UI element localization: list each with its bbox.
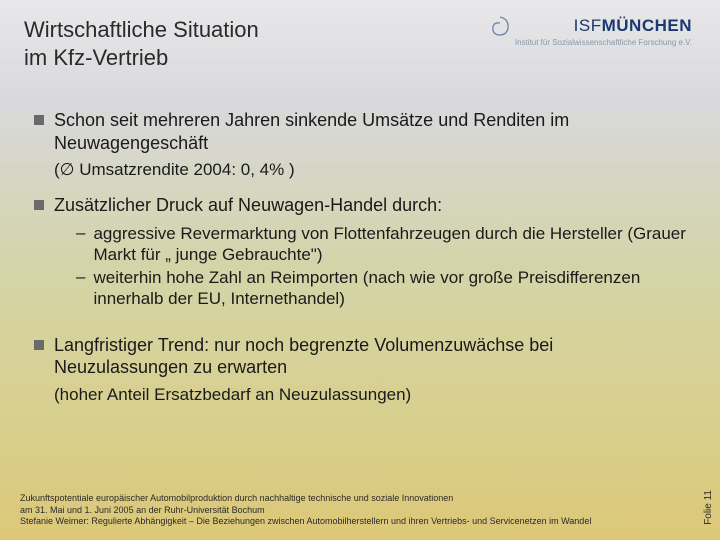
bullet-text: Langfristiger Trend: nur noch begrenzte …	[54, 334, 690, 379]
page-number: Folie 11	[703, 490, 714, 525]
bullet-text: Schon seit mehreren Jahren sinkende Umsä…	[54, 109, 690, 154]
bullet-item: Schon seit mehreren Jahren sinkende Umsä…	[34, 109, 690, 154]
footer-line: am 31. Mai und 1. Juni 2005 an der Ruhr-…	[20, 505, 680, 517]
logo-suffix: MÜNCHEN	[602, 16, 692, 35]
bullet-item: Langfristiger Trend: nur noch begrenzte …	[34, 334, 690, 379]
dash-icon: –	[76, 267, 85, 287]
logo-text: ISFMÜNCHEN	[515, 16, 692, 36]
sub-item: – weiterhin hohe Zahl an Reimporten (nac…	[76, 267, 690, 310]
title-line-2: im Kfz-Vertrieb	[24, 44, 696, 72]
sub-list: – aggressive Revermarktung von Flottenfa…	[76, 223, 690, 310]
logo-swirl-icon	[487, 14, 513, 40]
logo: ISFMÜNCHEN Institut für Sozialwissenscha…	[515, 16, 692, 47]
bullet-item: Zusätzlicher Druck auf Neuwagen-Handel d…	[34, 194, 690, 217]
bullet-text: Zusätzlicher Druck auf Neuwagen-Handel d…	[54, 194, 442, 217]
sub-item: – aggressive Revermarktung von Flottenfa…	[76, 223, 690, 266]
logo-subtitle: Institut für Sozialwissenschaftliche For…	[515, 38, 692, 47]
bullet-square-icon	[34, 340, 44, 350]
footer-line: Stefanie Weimer: Regulierte Abhängigkeit…	[20, 516, 680, 528]
bullet-note: (∅ Umsatzrendite 2004: 0, 4% )	[54, 160, 690, 180]
content-area: Schon seit mehreren Jahren sinkende Umsä…	[0, 79, 720, 429]
sub-text: aggressive Revermarktung von Flottenfahr…	[93, 223, 690, 266]
bullet-square-icon	[34, 200, 44, 210]
bullet-note: (hoher Anteil Ersatzbedarf an Neuzulassu…	[54, 385, 690, 405]
footer-line: Zukunftspotentiale europäischer Automobi…	[20, 493, 680, 505]
footer: Zukunftspotentiale europäischer Automobi…	[20, 493, 680, 528]
dash-icon: –	[76, 223, 85, 243]
logo-prefix: ISF	[574, 16, 602, 35]
sub-text: weiterhin hohe Zahl an Reimporten (nach …	[93, 267, 690, 310]
bullet-square-icon	[34, 115, 44, 125]
